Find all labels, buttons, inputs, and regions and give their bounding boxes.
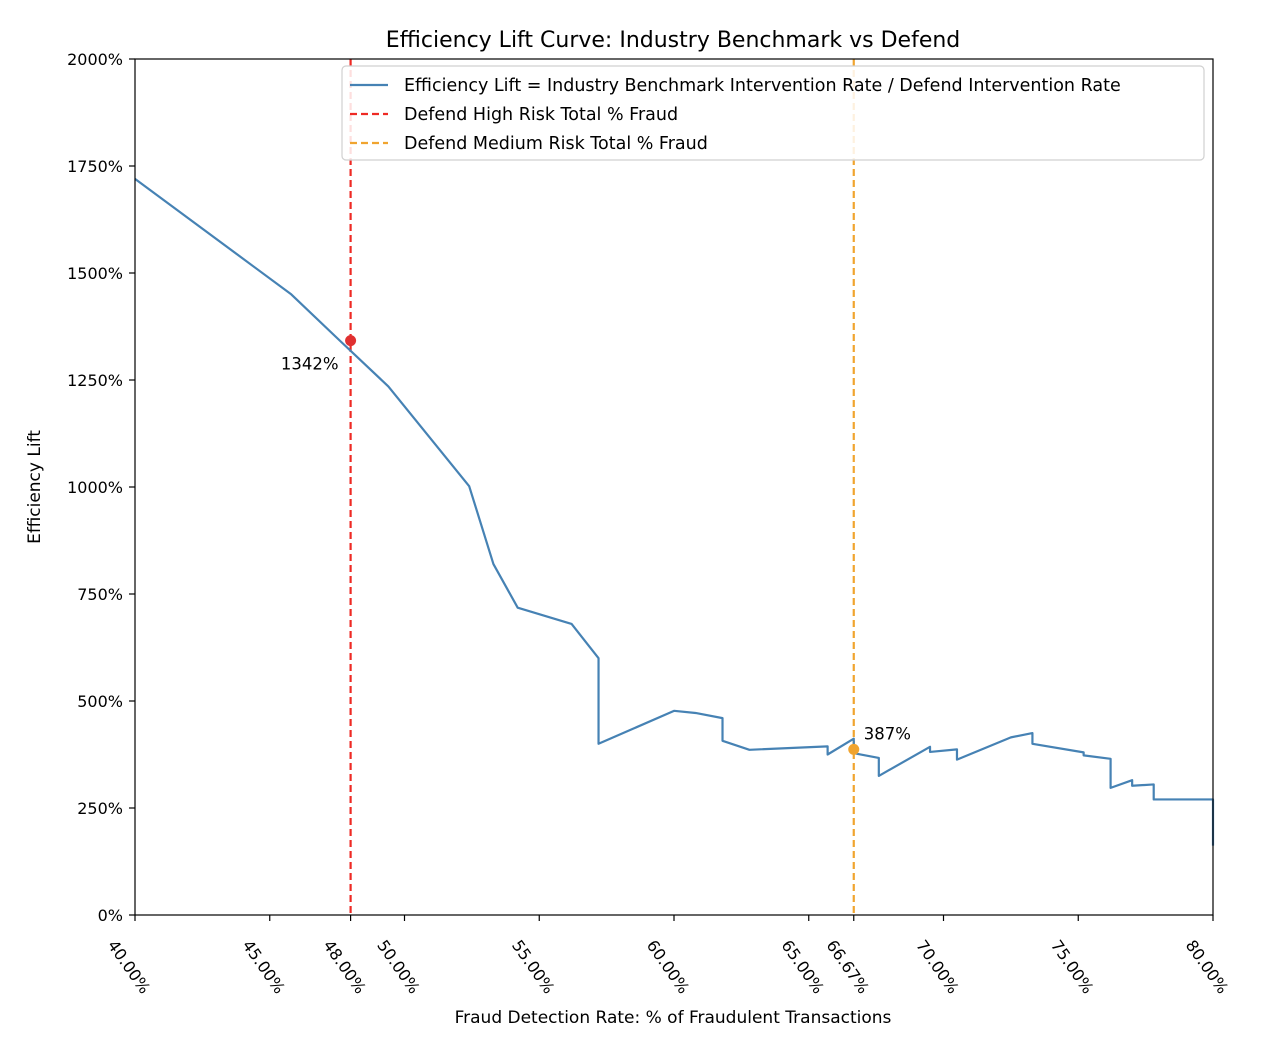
x-tick-label: 48.00% bbox=[319, 936, 370, 997]
x-axis-label: Fraud Detection Rate: % of Fraudulent Tr… bbox=[455, 1008, 892, 1028]
y-tick-label: 0% bbox=[98, 906, 123, 925]
y-tick-label: 2000% bbox=[67, 50, 123, 69]
chart-title: Efficiency Lift Curve: Industry Benchmar… bbox=[386, 28, 961, 53]
x-tick-label: 70.00% bbox=[912, 936, 963, 997]
x-tick-label: 66.67% bbox=[822, 936, 873, 997]
y-axis-label: Efficiency Lift bbox=[25, 430, 45, 544]
y-tick-label: 250% bbox=[77, 799, 123, 818]
legend: Efficiency Lift = Industry Benchmark Int… bbox=[341, 65, 1205, 161]
marker-annotation-0: 1342% bbox=[281, 355, 339, 374]
y-tick-label: 1250% bbox=[67, 371, 123, 390]
plot-area: 1342% 387% bbox=[134, 59, 1215, 915]
y-tick-label: 1000% bbox=[67, 478, 123, 497]
x-tick-label: 80.00% bbox=[1182, 936, 1233, 997]
legend-entry-efficiency-lift-label: Efficiency Lift = Industry Benchmark Int… bbox=[404, 76, 1121, 96]
marker-annotation-1: 387% bbox=[864, 724, 911, 743]
marker-point-1 bbox=[848, 743, 860, 755]
y-tick-label: 750% bbox=[77, 585, 123, 604]
marker-point-0 bbox=[345, 335, 357, 347]
x-tick-label: 45.00% bbox=[238, 936, 289, 997]
axes: 0% 250% 500% 750% 1000% 1250% 1500% 1750% 2000% 4… bbox=[67, 50, 1232, 997]
x-tick-label: 55.00% bbox=[508, 936, 559, 997]
x-tick-label: 40.00% bbox=[104, 936, 155, 997]
series-line-efficiency-lift bbox=[134, 177, 1215, 846]
x-tick-label: 65.00% bbox=[777, 936, 828, 997]
y-tick-label: 1500% bbox=[67, 264, 123, 283]
x-tick-label: 75.00% bbox=[1047, 936, 1098, 997]
y-tick-label: 1750% bbox=[67, 157, 123, 176]
x-tick-label: 60.00% bbox=[643, 936, 694, 997]
legend-entry-medium-risk-label: Defend Medium Risk Total % Fraud bbox=[404, 134, 708, 154]
x-tick-label: 50.00% bbox=[373, 936, 424, 997]
legend-box bbox=[341, 65, 1205, 161]
axes-frame bbox=[134, 58, 1214, 916]
y-tick-label: 500% bbox=[77, 692, 123, 711]
legend-entry-high-risk-label: Defend High Risk Total % Fraud bbox=[404, 105, 678, 125]
